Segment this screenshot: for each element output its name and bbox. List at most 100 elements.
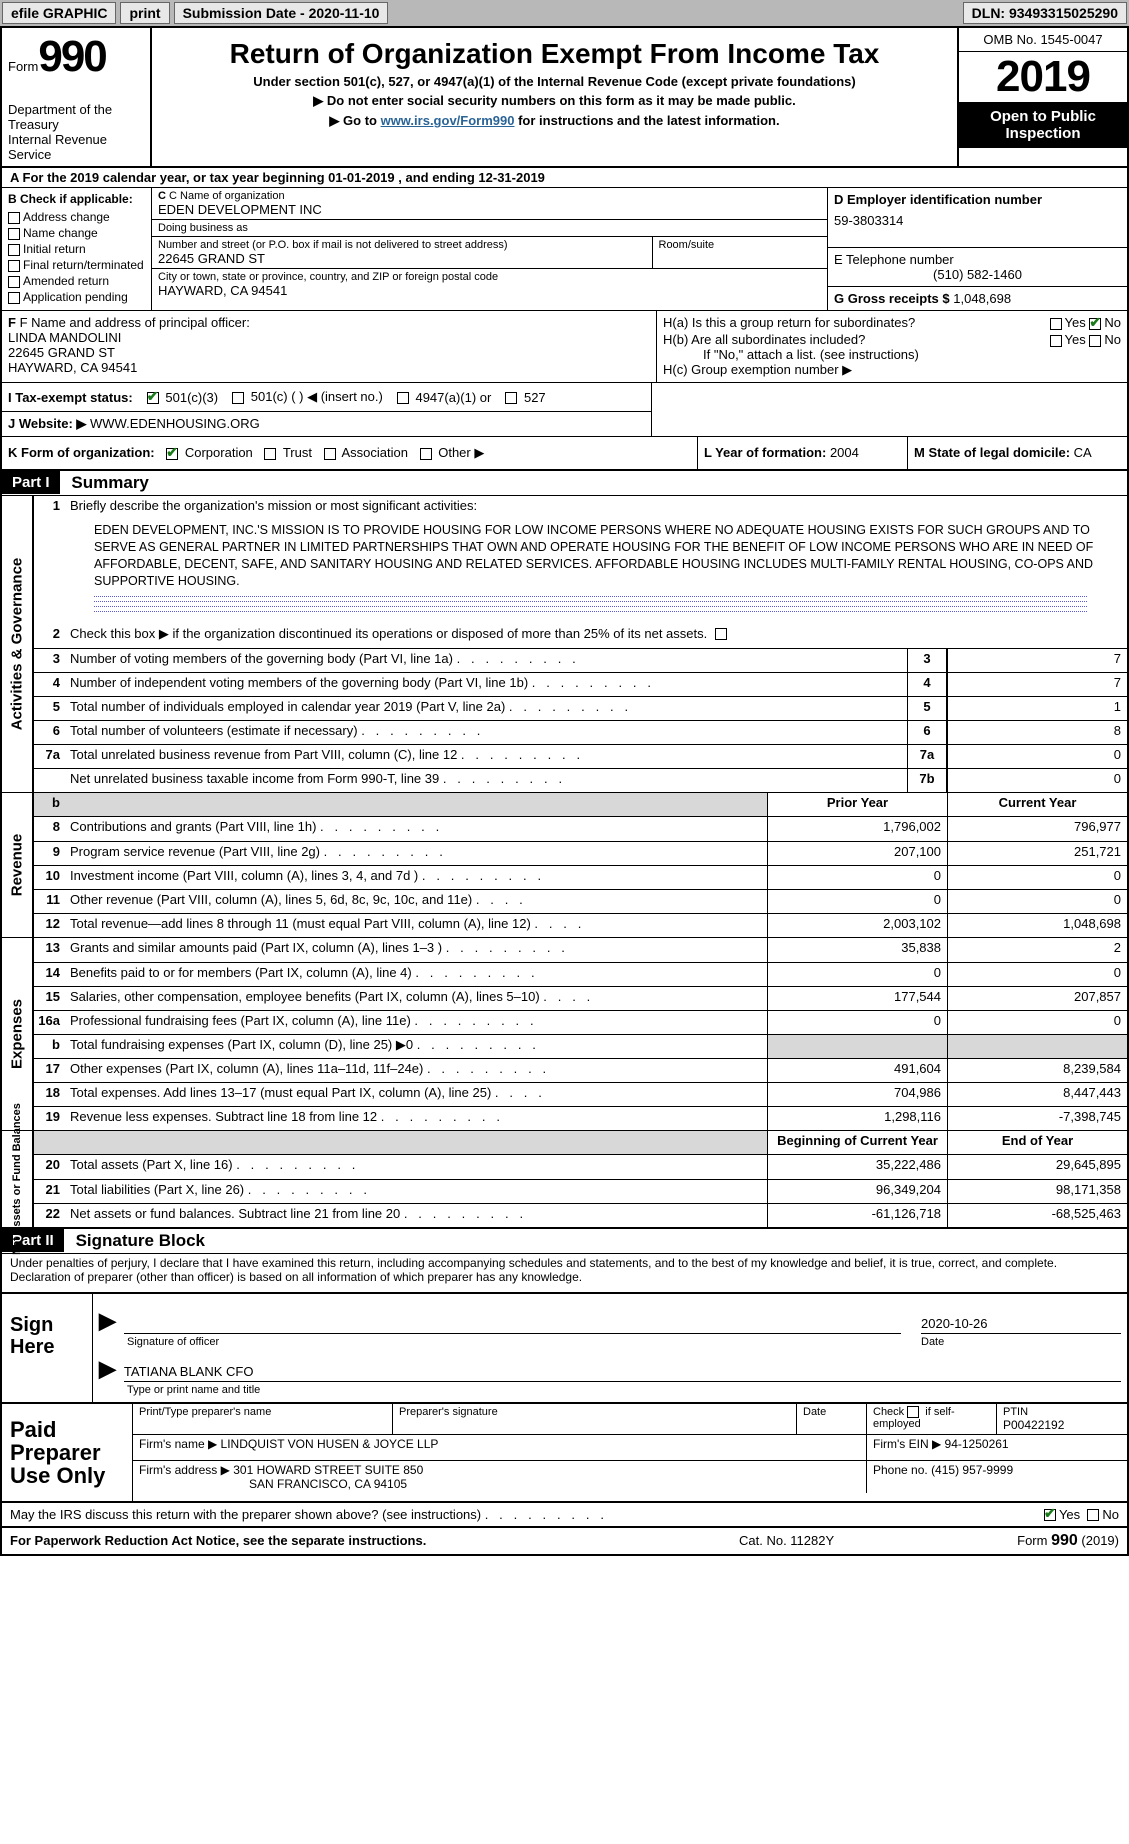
checkbox-application-pending[interactable] xyxy=(8,292,20,304)
hb-no[interactable] xyxy=(1089,335,1101,347)
line-num: 18 xyxy=(34,1083,66,1106)
prior-value: 2,003,102 xyxy=(767,914,947,937)
checkbox-name-change[interactable] xyxy=(8,228,20,240)
ha-yes[interactable] xyxy=(1050,318,1062,330)
cb-4947[interactable] xyxy=(397,392,409,404)
line-b-num: b xyxy=(34,793,66,816)
opt-application-pending: Application pending xyxy=(23,290,128,304)
begin-year-header: Beginning of Current Year xyxy=(767,1131,947,1154)
current-year-header: Current Year xyxy=(947,793,1127,816)
opt-amended-return: Amended return xyxy=(23,274,109,288)
current-value: 0 xyxy=(947,963,1127,986)
self-employed-cell: Check if self-employed xyxy=(867,1404,997,1434)
dotted-rule xyxy=(94,596,1087,597)
cb-527[interactable] xyxy=(505,392,517,404)
discuss-yes[interactable] xyxy=(1044,1509,1056,1521)
line-value: 0 xyxy=(947,745,1127,768)
discuss-label: May the IRS discuss this return with the… xyxy=(10,1507,1044,1522)
opt-trust: Trust xyxy=(283,445,312,460)
goto-suffix: for instructions and the latest informat… xyxy=(514,113,779,128)
cb-501c3[interactable] xyxy=(147,392,159,404)
firm-addr2: SAN FRANCISCO, CA 94105 xyxy=(249,1477,407,1491)
domicile-label: M State of legal domicile: xyxy=(914,445,1070,460)
box-f: F F Name and address of principal office… xyxy=(2,311,657,382)
line-desc: Total assets (Part X, line 16) xyxy=(66,1155,767,1179)
line-num: 16a xyxy=(34,1011,66,1034)
line-num: 12 xyxy=(34,914,66,937)
prior-value: 207,100 xyxy=(767,842,947,865)
line-value: 0 xyxy=(947,769,1127,792)
line-2-desc: Check this box ▶ if the organization dis… xyxy=(66,624,1127,648)
gross-receipts-label: G Gross receipts $ xyxy=(834,291,950,306)
hb-label: H(b) Are all subordinates included? xyxy=(663,332,1050,347)
data-line: 13Grants and similar amounts paid (Part … xyxy=(34,938,1127,962)
discuss-row: May the IRS discuss this return with the… xyxy=(2,1503,1127,1528)
line-desc: Total fundraising expenses (Part IX, col… xyxy=(66,1035,767,1058)
declaration-text: Under penalties of perjury, I declare th… xyxy=(2,1254,1127,1294)
cb-501c[interactable] xyxy=(232,392,244,404)
form-subtitle: Under section 501(c), 527, or 4947(a)(1)… xyxy=(160,74,949,89)
sig-arrow-icon: ▶ xyxy=(99,1356,116,1382)
ein-label: D Employer identification number xyxy=(834,192,1121,207)
paid-preparer-block: Paid Preparer Use Only Print/Type prepar… xyxy=(2,1404,1127,1503)
firm-addr1: 301 HOWARD STREET SUITE 850 xyxy=(233,1463,423,1477)
checkbox-address-change[interactable] xyxy=(8,212,20,224)
current-value xyxy=(947,1035,1127,1058)
current-value: 251,721 xyxy=(947,842,1127,865)
cb-assoc[interactable] xyxy=(324,448,336,460)
firm-ein-value: 94-1250261 xyxy=(945,1437,1009,1451)
prior-value: 0 xyxy=(767,963,947,986)
print-button[interactable]: print xyxy=(120,2,169,24)
revenue-vert-label: Revenue xyxy=(2,793,34,937)
officer-name-title: TATIANA BLANK CFO xyxy=(124,1364,1121,1382)
hb-yes[interactable] xyxy=(1050,335,1062,347)
prior-year-header: Prior Year xyxy=(767,793,947,816)
data-line: 16aProfessional fundraising fees (Part I… xyxy=(34,1010,1127,1034)
firm-phone-label: Phone no. xyxy=(873,1463,928,1477)
opt-corp: Corporation xyxy=(185,445,253,460)
data-line: 12Total revenue—add lines 8 through 11 (… xyxy=(34,913,1127,937)
opt-4947: 4947(a)(1) or xyxy=(415,390,491,405)
domicile-value: CA xyxy=(1074,445,1092,460)
current-value: 29,645,895 xyxy=(947,1155,1127,1179)
opt-initial-return: Initial return xyxy=(23,242,86,256)
cb-other[interactable] xyxy=(420,448,432,460)
part-2-title: Signature Block xyxy=(68,1229,213,1253)
line-b-spacer xyxy=(66,793,767,816)
ha-no[interactable] xyxy=(1089,318,1101,330)
org-name: EDEN DEVELOPMENT INC xyxy=(158,202,821,217)
governance-vert-label: Activities & Governance xyxy=(2,496,34,792)
form-title: Return of Organization Exempt From Incom… xyxy=(160,38,949,70)
cb-self-employed[interactable] xyxy=(907,1406,919,1418)
discuss-no[interactable] xyxy=(1087,1509,1099,1521)
line-num: 17 xyxy=(34,1059,66,1082)
paid-preparer-label: Paid Preparer Use Only xyxy=(2,1404,132,1501)
form-number: 990 xyxy=(38,32,105,81)
data-line: 21Total liabilities (Part X, line 26) 96… xyxy=(34,1179,1127,1203)
data-line: 18Total expenses. Add lines 13–17 (must … xyxy=(34,1082,1127,1106)
line-value: 1 xyxy=(947,697,1127,720)
officer-addr1: 22645 GRAND ST xyxy=(8,345,650,360)
opt-name-change: Name change xyxy=(23,226,98,240)
irs-link[interactable]: www.irs.gov/Form990 xyxy=(381,113,515,128)
cb-corp[interactable] xyxy=(166,448,178,460)
cb-discontinued[interactable] xyxy=(715,628,727,640)
opt-other: Other ▶ xyxy=(438,445,484,460)
signature-field[interactable] xyxy=(124,1316,901,1334)
phone-value: (510) 582-1460 xyxy=(834,267,1121,282)
form-header: Form990 Department of the Treasury Inter… xyxy=(2,28,1127,168)
opt-address-change: Address change xyxy=(23,210,110,224)
checkbox-final-return[interactable] xyxy=(8,260,20,272)
line-desc: Net unrelated business taxable income fr… xyxy=(66,769,907,792)
checkbox-initial-return[interactable] xyxy=(8,244,20,256)
gov-line: 7aTotal unrelated business revenue from … xyxy=(34,744,1127,768)
data-line: 20Total assets (Part X, line 16) 35,222,… xyxy=(34,1155,1127,1179)
dotted-rule xyxy=(94,606,1087,607)
checkbox-amended-return[interactable] xyxy=(8,276,20,288)
line-desc: Revenue less expenses. Subtract line 18 … xyxy=(66,1107,767,1130)
form-org-label: K Form of organization: xyxy=(8,445,155,460)
prep-date-label: Date xyxy=(803,1406,860,1418)
line-box-id: 5 xyxy=(907,697,947,720)
cb-trust[interactable] xyxy=(264,448,276,460)
box-c: C C Name of organization EDEN DEVELOPMEN… xyxy=(152,188,827,310)
